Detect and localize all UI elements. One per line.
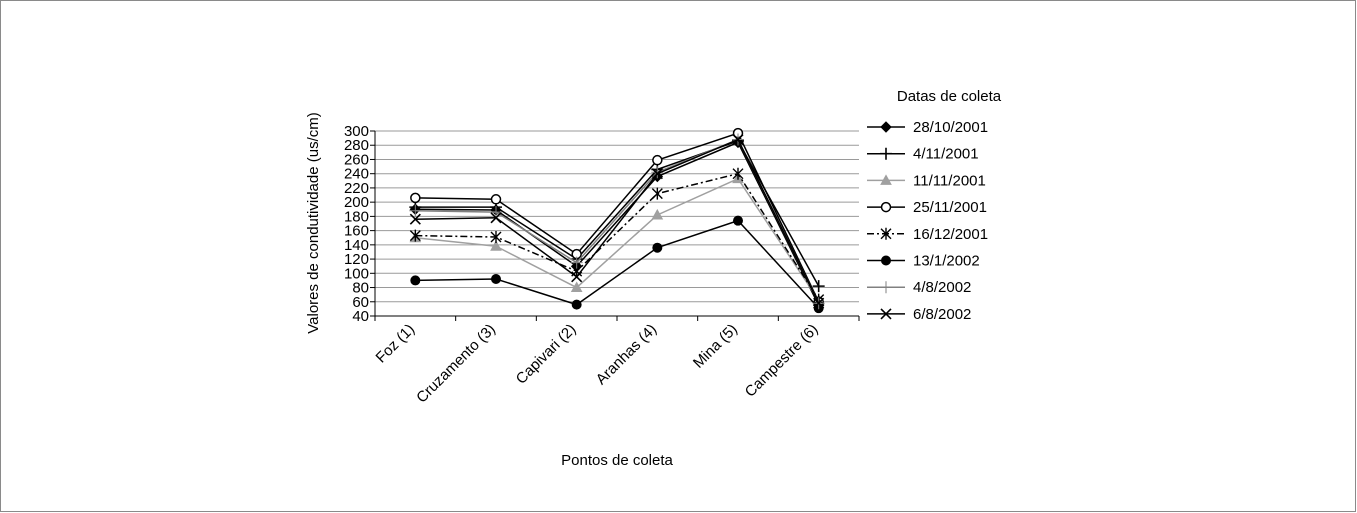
y-tick-label: 100 — [344, 265, 369, 282]
data-point — [812, 280, 825, 293]
data-point — [490, 231, 502, 244]
legend-marker-icon — [880, 281, 892, 294]
legend-marker-icon — [880, 174, 892, 185]
data-point — [571, 271, 583, 283]
legend: Datas de coleta 28/10/2001 4/11/2001 11/11… — [867, 88, 1002, 323]
legend-label: 13/1/2002 — [913, 253, 980, 270]
x-tick-label: Campestre (6) — [742, 321, 822, 401]
legend-marker-icon — [880, 147, 892, 160]
legend-entry: 4/11/2001 — [867, 146, 979, 163]
x-tick-label: Cruzamento (3) — [413, 321, 499, 407]
legend-marker-icon — [880, 227, 892, 240]
series-line — [415, 219, 820, 309]
legend-label: 6/8/2002 — [913, 306, 971, 323]
series-8 — [409, 133, 825, 309]
series-2 — [409, 134, 825, 293]
data-point — [490, 194, 502, 205]
legend-entry: 28/10/2001 — [867, 119, 988, 136]
x-tick-label: Aranhas (4) — [593, 321, 660, 388]
legend-entry: 4/8/2002 — [867, 279, 971, 296]
data-point — [733, 215, 743, 226]
y-tick-label: 220 — [344, 180, 369, 197]
series-line — [415, 140, 820, 287]
data-point — [651, 187, 663, 200]
plot-area — [409, 127, 825, 314]
legend-marker-icon — [880, 121, 892, 133]
legend-label: 4/8/2002 — [913, 279, 971, 296]
legend-label: 25/11/2001 — [913, 199, 987, 216]
gridlines — [370, 130, 860, 321]
x-tick-label: Foz (1) — [373, 321, 419, 367]
x-tick-label: Mina (5) — [690, 321, 741, 372]
series-line — [415, 177, 820, 301]
legend-entry: 6/8/2002 — [867, 306, 971, 323]
series-3 — [409, 172, 825, 305]
y-tick-label: 180 — [344, 208, 369, 225]
y-tick-label: 80 — [352, 280, 369, 297]
series-line — [415, 172, 820, 301]
y-tick-label: 240 — [344, 166, 369, 183]
legend-entry: 25/11/2001 — [867, 199, 987, 216]
y-tick-label: 60 — [352, 294, 369, 311]
legend-marker-icon — [880, 201, 892, 213]
data-point — [491, 274, 501, 284]
legend-marker-icon — [881, 255, 891, 266]
legend-title: Datas de coleta — [897, 88, 1002, 105]
legend-label: 16/12/2001 — [913, 226, 988, 243]
data-point — [732, 133, 744, 146]
series-line — [415, 141, 820, 306]
x-axis-label: Pontos de coleta — [561, 452, 673, 469]
y-tick-label: 40 — [352, 308, 369, 325]
data-point — [570, 256, 583, 269]
data-point — [651, 168, 663, 180]
x-tick-labels: Foz (1)Cruzamento (3) Capivari (2) Aranhas… — [373, 321, 822, 407]
data-point — [410, 275, 421, 286]
data-point — [409, 213, 421, 225]
data-point — [571, 299, 582, 310]
y-tick-label: 200 — [344, 194, 369, 211]
y-tick-label: 300 — [344, 123, 369, 140]
legend-entry: 13/1/2002 — [867, 253, 980, 270]
data-point — [490, 240, 502, 251]
data-point — [652, 242, 663, 253]
data-point — [409, 204, 422, 217]
data-point — [410, 192, 421, 204]
data-point — [490, 212, 502, 224]
legend-entry: 11/11/2001 — [867, 172, 986, 189]
data-point — [490, 206, 502, 219]
data-point — [813, 297, 825, 309]
data-point — [732, 167, 744, 180]
legend-label: 28/10/2001 — [913, 119, 988, 136]
y-tick-label: 120 — [344, 251, 369, 268]
x-tick-label: Capivari (2) — [513, 321, 580, 388]
legend-label: 4/11/2001 — [913, 146, 979, 163]
series-line — [415, 138, 820, 304]
legend-marker-icon — [880, 308, 892, 320]
data-point — [409, 229, 421, 242]
y-tick-label: 160 — [344, 223, 369, 240]
data-point — [651, 208, 664, 220]
y-tick-label: 260 — [344, 151, 369, 168]
data-point — [652, 154, 663, 166]
legend-label: 11/11/2001 — [913, 172, 986, 189]
series-line — [415, 132, 820, 303]
y-axis-label: Valores de condutividade (us/cm) — [305, 112, 322, 334]
y-tick-label: 140 — [344, 237, 369, 254]
data-point — [570, 281, 583, 293]
legend-entry: 16/12/2001 — [867, 226, 988, 243]
series-1 — [409, 136, 825, 312]
y-tick-label: 280 — [344, 137, 369, 154]
